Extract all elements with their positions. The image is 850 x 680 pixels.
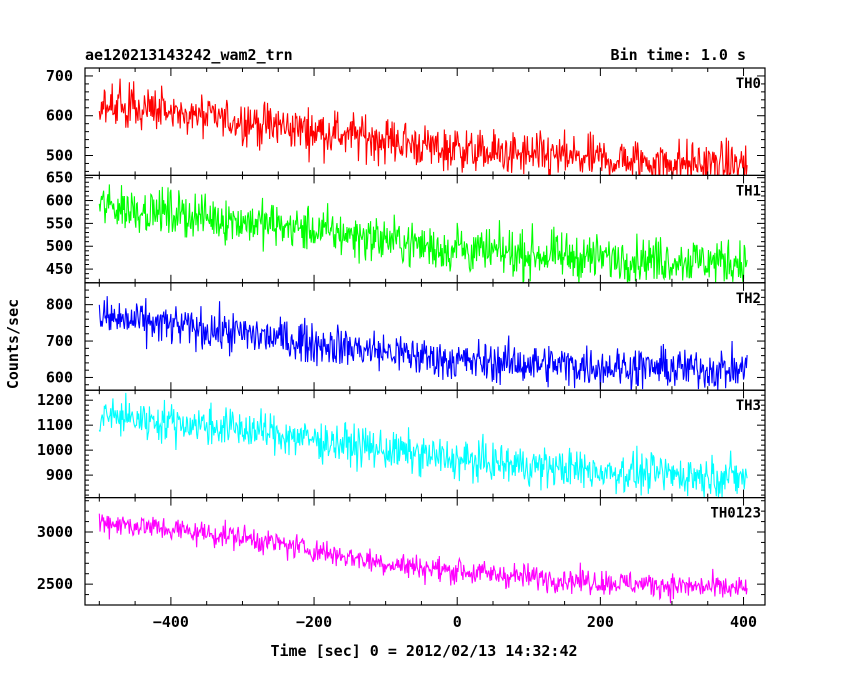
x-tick-label: −200 <box>296 613 332 631</box>
panels: 500 600 700 TH0 450 500 550 600 650 TH1 600 700 800 T… <box>37 67 766 606</box>
y-tick-label: 550 <box>46 214 73 232</box>
y-tick-label: 700 <box>46 67 73 85</box>
panel-frame <box>84 497 766 606</box>
panel-label: TH0123 <box>710 506 761 522</box>
y-tick-label: 600 <box>46 368 73 386</box>
x-tick-label: 200 <box>587 613 614 631</box>
y-tick-label: 600 <box>46 192 73 210</box>
y-tick-label: 800 <box>46 296 73 314</box>
panel-label: TH2 <box>736 291 761 307</box>
panel-label: TH1 <box>736 183 761 199</box>
y-tick-label: 1000 <box>37 441 73 459</box>
panel-th0123: 2500 3000 TH0123 <box>37 497 766 606</box>
y-tick-label: 900 <box>46 466 73 484</box>
y-tick-label: 2500 <box>37 575 73 593</box>
series-th2 <box>98 296 748 391</box>
y-tick-label: 700 <box>46 332 73 350</box>
y-tick-label: 650 <box>46 169 73 187</box>
panel-th2: 600 700 800 TH2 <box>46 282 766 391</box>
panel-th1: 450 500 550 600 650 TH1 <box>46 169 766 284</box>
series-th1 <box>98 184 748 283</box>
series-th0 <box>98 78 748 176</box>
y-tick-label: 500 <box>46 237 73 255</box>
y-tick-label: 1200 <box>37 391 73 409</box>
panel-label: TH3 <box>736 398 761 414</box>
y-tick-label: 600 <box>46 107 73 125</box>
x-tick-label: 400 <box>730 613 757 631</box>
y-axis-title: Counts/sec <box>4 299 22 389</box>
y-tick-label: 450 <box>46 260 73 278</box>
x-tick-label: −400 <box>153 613 189 631</box>
x-axis-title: Time [sec] 0 = 2012/02/13 14:32:42 <box>270 642 577 660</box>
chart-title: ae120213143242_wam2_trn <box>85 46 293 64</box>
panel-th3: 900 1000 1100 1200 TH3 <box>37 389 766 499</box>
y-tick-label: 500 <box>46 147 73 165</box>
bin-time-label: Bin time: 1.0 s <box>611 46 746 64</box>
x-axis: −400 −200 0 200 400 <box>153 613 757 631</box>
panel-frame <box>84 282 766 391</box>
series-th0123 <box>98 513 748 604</box>
series-th3 <box>98 392 748 498</box>
panel-th0: 500 600 700 TH0 <box>46 67 766 177</box>
panel-label: TH0 <box>736 76 761 92</box>
y-tick-label: 1100 <box>37 416 73 434</box>
y-tick-label: 3000 <box>37 523 73 541</box>
x-tick-label: 0 <box>453 613 462 631</box>
